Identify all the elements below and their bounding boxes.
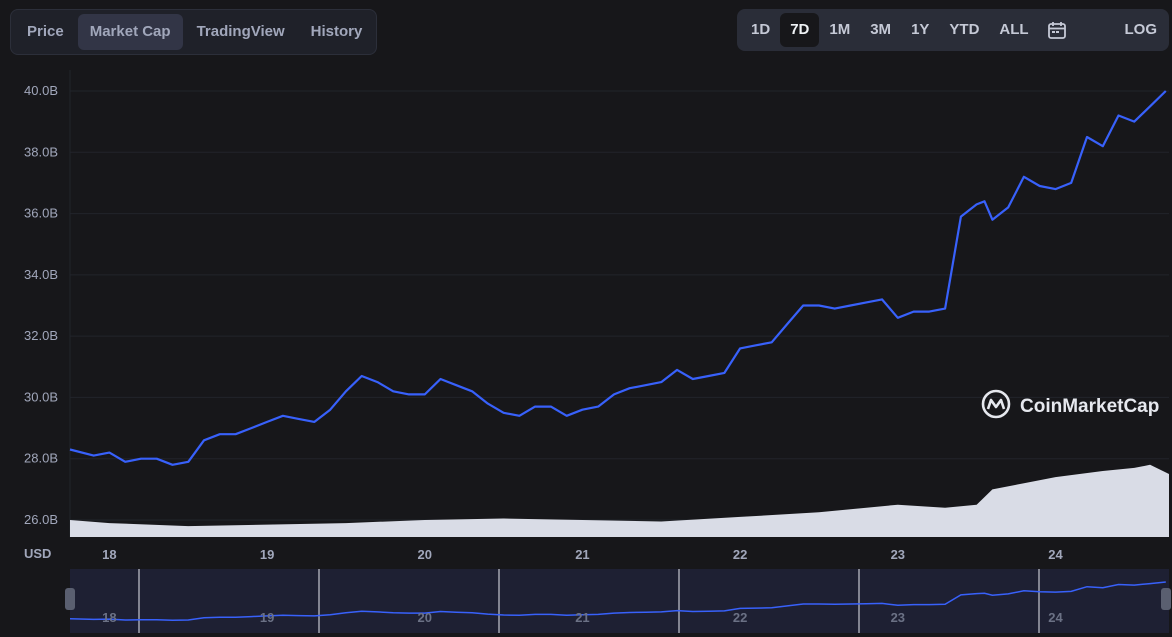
range-1d-button[interactable]: 1D [751, 21, 771, 38]
navigator-tick-label: 23 [891, 610, 905, 625]
x-tick-label: 23 [891, 547, 905, 562]
navigator-tick-label: 20 [418, 610, 432, 625]
y-tick-label: 26.0B [24, 512, 58, 527]
range-ytd-button[interactable]: YTD [949, 21, 980, 38]
navigator-tick-label: 24 [1048, 610, 1063, 625]
tab-tradingview[interactable]: TradingView [196, 23, 285, 40]
watermark: CoinMarketCap [980, 388, 1159, 426]
log-scale-toggle[interactable]: LOG [1124, 21, 1158, 38]
market-cap-line [69, 90, 1167, 466]
currency-label: USD [24, 546, 51, 561]
y-tick-label: 32.0B [24, 328, 58, 343]
y-tick-label: 30.0B [24, 389, 58, 404]
navigator-tick-label: 19 [260, 610, 274, 625]
range-1y-button[interactable]: 1Y [911, 21, 930, 38]
range-all-button[interactable]: ALL [999, 21, 1029, 38]
x-tick-label: 21 [575, 547, 589, 562]
calendar-icon[interactable] [1039, 13, 1075, 47]
y-tick-label: 34.0B [24, 267, 58, 282]
navigator-tick-label: 21 [575, 610, 589, 625]
coinmarketcap-logo-icon [980, 388, 1012, 426]
navigator-tick-label: 22 [733, 610, 747, 625]
range-7d-button[interactable]: 7D [780, 13, 820, 47]
x-tick-label: 22 [733, 547, 747, 562]
y-tick-label: 36.0B [24, 206, 58, 221]
navigator-panel [70, 569, 1169, 633]
navigator-tick-label: 18 [102, 610, 116, 625]
x-tick-label: 24 [1048, 547, 1063, 562]
time-range-selector: 1D 7D 1M 3M 1Y YTD ALL LOG [737, 9, 1169, 51]
x-tick-label: 20 [418, 547, 432, 562]
y-tick-label: 40.0B [24, 83, 58, 98]
navigator-handle-left[interactable] [65, 588, 75, 610]
x-tick-label: 18 [102, 547, 116, 562]
navigator-line [69, 581, 1166, 622]
range-3m-button[interactable]: 3M [870, 21, 892, 38]
tab-price[interactable]: Price [27, 23, 64, 40]
y-tick-label: 28.0B [24, 451, 58, 466]
volume-area [70, 464, 1169, 537]
range-1m-button[interactable]: 1M [829, 21, 851, 38]
watermark-text: CoinMarketCap [1020, 396, 1160, 417]
navigator-handle-right[interactable] [1161, 588, 1171, 610]
chart-type-tabs: Price Market Cap TradingView History [10, 9, 377, 55]
tab-market-cap[interactable]: Market Cap [77, 14, 183, 50]
x-tick-label: 19 [260, 547, 274, 562]
tab-history[interactable]: History [310, 23, 363, 40]
y-tick-label: 38.0B [24, 144, 58, 159]
